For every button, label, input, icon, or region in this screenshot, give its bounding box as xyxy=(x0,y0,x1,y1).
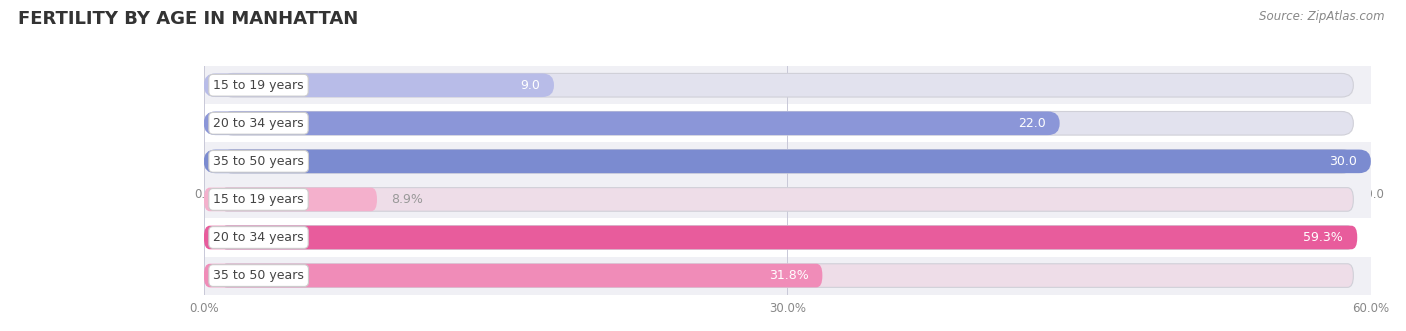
Text: Source: ZipAtlas.com: Source: ZipAtlas.com xyxy=(1260,10,1385,23)
Text: 15 to 19 years: 15 to 19 years xyxy=(214,79,304,92)
FancyBboxPatch shape xyxy=(221,73,1354,97)
FancyBboxPatch shape xyxy=(204,73,554,97)
FancyBboxPatch shape xyxy=(204,257,1371,295)
FancyBboxPatch shape xyxy=(221,150,1354,173)
FancyBboxPatch shape xyxy=(204,264,823,287)
FancyBboxPatch shape xyxy=(204,104,1371,142)
Text: 35 to 50 years: 35 to 50 years xyxy=(214,269,304,282)
FancyBboxPatch shape xyxy=(204,66,1371,104)
Text: 20 to 34 years: 20 to 34 years xyxy=(214,231,304,244)
Text: 20 to 34 years: 20 to 34 years xyxy=(214,117,304,130)
Text: 15 to 19 years: 15 to 19 years xyxy=(214,193,304,206)
FancyBboxPatch shape xyxy=(221,226,1354,249)
Text: 59.3%: 59.3% xyxy=(1303,231,1343,244)
FancyBboxPatch shape xyxy=(204,142,1371,180)
FancyBboxPatch shape xyxy=(221,112,1354,135)
FancyBboxPatch shape xyxy=(204,180,1371,218)
Text: 22.0: 22.0 xyxy=(1018,117,1046,130)
FancyBboxPatch shape xyxy=(204,150,1371,173)
Text: 31.8%: 31.8% xyxy=(769,269,808,282)
Text: 35 to 50 years: 35 to 50 years xyxy=(214,155,304,168)
FancyBboxPatch shape xyxy=(204,226,1357,249)
Text: 8.9%: 8.9% xyxy=(391,193,423,206)
Text: 30.0: 30.0 xyxy=(1329,155,1357,168)
FancyBboxPatch shape xyxy=(204,218,1371,257)
FancyBboxPatch shape xyxy=(204,188,377,211)
Text: FERTILITY BY AGE IN MANHATTAN: FERTILITY BY AGE IN MANHATTAN xyxy=(18,10,359,28)
FancyBboxPatch shape xyxy=(221,188,1354,211)
Text: 9.0: 9.0 xyxy=(520,79,540,92)
FancyBboxPatch shape xyxy=(221,264,1354,287)
FancyBboxPatch shape xyxy=(204,112,1060,135)
